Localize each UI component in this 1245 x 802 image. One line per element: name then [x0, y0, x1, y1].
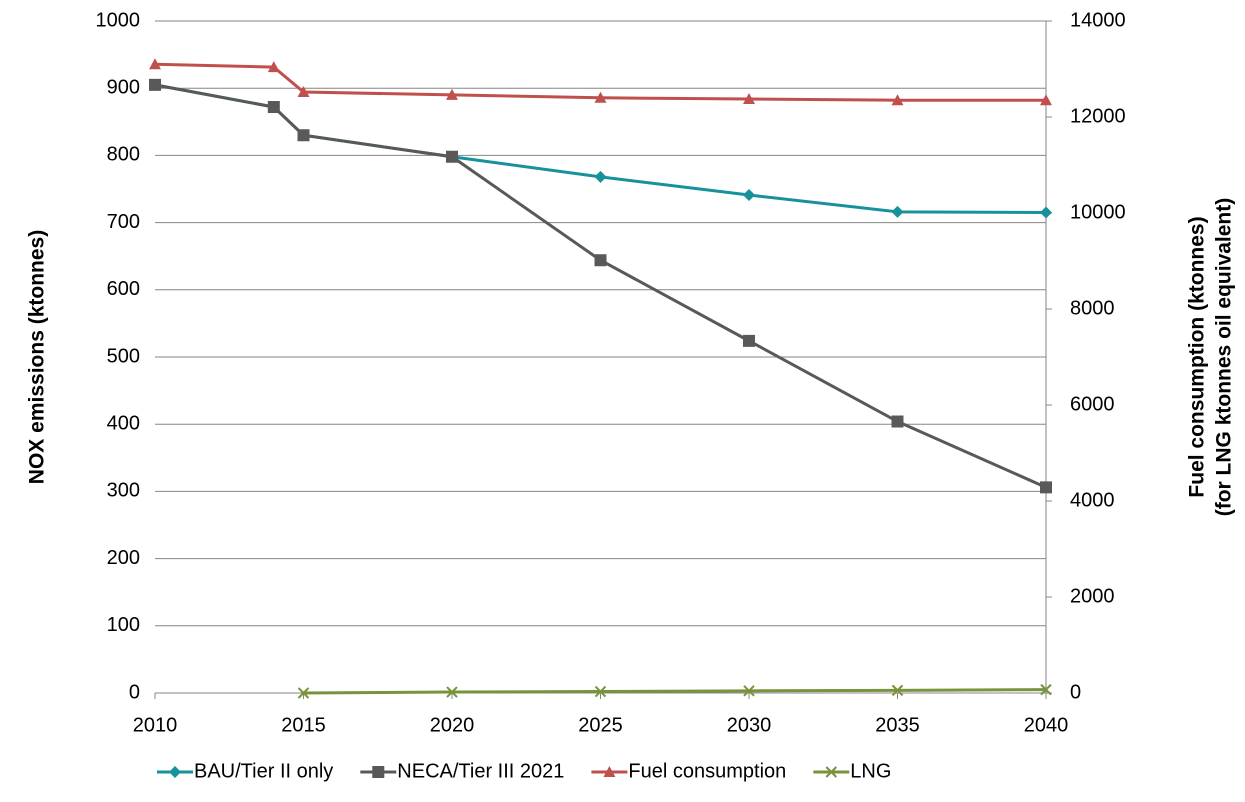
y-tick-label: 800: [107, 144, 140, 166]
legend: BAU/Tier II only NECA/Tier III 2021 Fuel c…: [157, 760, 891, 782]
marker: [149, 58, 161, 70]
y-tick-label: 500: [107, 345, 140, 367]
y-axis-title: NOX emissions (ktonnes): [26, 230, 49, 484]
marker: [267, 61, 280, 73]
marker: [297, 687, 310, 699]
x-tick-label: 2040: [1024, 714, 1069, 736]
marker: [1040, 94, 1052, 106]
marker: [891, 94, 904, 106]
legend-label: BAU/Tier II only: [194, 760, 333, 782]
marker: [372, 766, 385, 778]
marker: [446, 686, 458, 698]
x-tick-label: 2020: [430, 714, 475, 736]
marker: [594, 91, 607, 103]
series-line: [303, 688, 1047, 695]
y2-axis-title: Fuel consumption (ktonnes): [1186, 216, 1209, 497]
marker: [149, 78, 161, 91]
y2-axis-title: (for LNG ktonnes oil equivalent): [1213, 198, 1236, 517]
y-tick-label: 100: [107, 614, 140, 636]
marker: [297, 86, 310, 98]
x-tick-label: 2015: [281, 714, 326, 736]
y-tick-label: 0: [129, 681, 140, 703]
marker: [446, 88, 458, 100]
legend-label: Fuel consumption: [628, 760, 786, 782]
marker: [594, 170, 607, 183]
marker: [594, 254, 607, 267]
y-tick-label: 300: [107, 480, 140, 502]
x-tick-label: 2025: [578, 714, 623, 736]
marker: [267, 101, 280, 114]
series-line: [154, 83, 1047, 489]
y-tick-label: 900: [107, 76, 140, 98]
x-tick-label: 2035: [875, 714, 920, 736]
y-tick-label: 200: [107, 547, 140, 569]
y2-tick-label: 14000: [1070, 9, 1126, 31]
legend-label: LNG: [850, 760, 891, 782]
series-line: [154, 83, 1047, 215]
y2-tick-label: 12000: [1070, 105, 1126, 127]
marker: [743, 93, 755, 104]
marker: [603, 766, 616, 777]
marker: [891, 684, 904, 697]
marker: [169, 766, 181, 778]
y-tick-label: 400: [107, 412, 140, 434]
marker: [297, 129, 310, 142]
y2-tick-label: 2000: [1070, 585, 1115, 607]
marker: [1040, 481, 1052, 494]
y-tick-label: 1000: [96, 9, 141, 31]
x-tick-label: 2010: [133, 714, 178, 736]
legend-label: NECA/Tier III 2021: [397, 760, 564, 782]
marker: [743, 189, 755, 202]
y2-tick-label: 8000: [1070, 297, 1115, 319]
y2-tick-label: 6000: [1070, 393, 1115, 415]
marker: [1040, 206, 1052, 219]
marker: [891, 415, 904, 428]
y2-tick-label: 10000: [1070, 201, 1126, 223]
marker: [891, 205, 904, 218]
y-tick-label: 700: [107, 211, 140, 233]
marker: [594, 685, 607, 698]
y2-tick-label: 0: [1070, 681, 1081, 703]
y2-tick-label: 4000: [1070, 489, 1115, 511]
x-tick-label: 2030: [727, 714, 772, 736]
y-tick-label: 600: [107, 278, 140, 300]
marker: [825, 766, 837, 778]
marker: [446, 150, 458, 163]
marker: [743, 685, 755, 697]
marker: [743, 334, 755, 347]
marker: [1040, 683, 1052, 696]
